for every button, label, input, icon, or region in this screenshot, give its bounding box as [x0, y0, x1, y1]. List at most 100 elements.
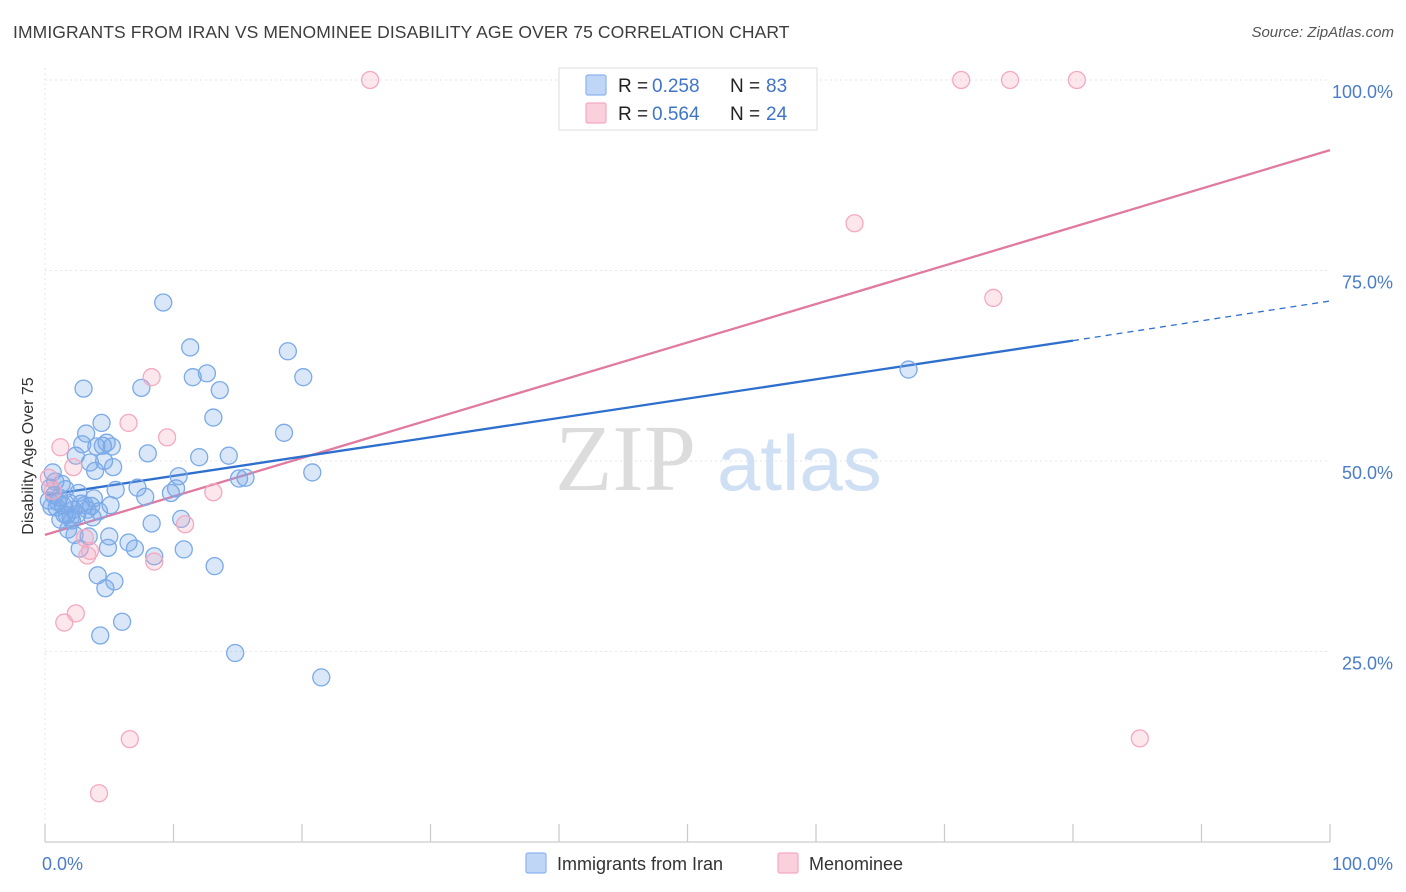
point-menominee: [952, 70, 971, 90]
stats-n-label-iran: N =: [730, 76, 760, 97]
point-iran: [278, 342, 298, 361]
point-iran: [274, 423, 294, 442]
point-menominee: [157, 428, 177, 447]
watermark-zip: ZIP: [555, 407, 696, 511]
stats-legend: R = 0.258 N = 83 R = 0.564 N = 24: [558, 67, 818, 131]
y-axis-tick-labels: 25.0% 50.0% 75.0% 100.0%: [1332, 82, 1393, 674]
point-iran: [125, 539, 145, 558]
point-iran: [100, 527, 119, 546]
point-menominee: [1130, 729, 1149, 748]
stats-r-value-iran: 0.258: [652, 76, 700, 97]
point-iran: [138, 444, 157, 463]
point-iran: [106, 480, 125, 500]
point-iran: [102, 437, 121, 456]
point-menominee: [360, 70, 380, 90]
point-menominee: [80, 541, 100, 561]
legend-label-menominee: Menominee: [809, 854, 903, 874]
watermark: ZIP atlas: [555, 407, 882, 511]
bottom-legend: Immigrants from Iran Menominee: [525, 852, 903, 874]
point-menominee: [175, 515, 195, 534]
point-iran: [73, 435, 92, 454]
point-iran: [236, 468, 255, 487]
point-iran: [204, 408, 223, 427]
point-menominee: [1067, 70, 1087, 90]
stats-n-label-menominee: N =: [730, 104, 760, 125]
point-iran: [128, 478, 147, 497]
point-iran: [190, 448, 209, 467]
point-iran: [312, 668, 331, 687]
point-iran: [65, 525, 84, 545]
point-iran: [145, 547, 164, 566]
stats-r-label-menominee: R =: [618, 104, 648, 125]
source-credit: Source: ZipAtlas.com: [1251, 24, 1394, 41]
point-menominee: [142, 368, 161, 387]
chart-title: IMMIGRANTS FROM IRAN VS MENOMINEE DISABI…: [13, 22, 790, 42]
point-iran: [91, 626, 110, 645]
point-iran: [105, 572, 124, 591]
point-iran: [101, 496, 120, 515]
point-iran: [142, 514, 161, 533]
y-tick-label: 75.0%: [1342, 273, 1393, 293]
stats-n-value-iran: 83: [766, 76, 787, 97]
stats-n-value-menominee: 24: [766, 104, 788, 125]
x-tick-label: 0.0%: [42, 854, 83, 874]
point-iran: [154, 293, 173, 312]
point-menominee: [66, 604, 85, 623]
stats-swatch-iran: [585, 74, 607, 96]
stats-r-label-iran: R =: [618, 76, 648, 97]
point-iran: [899, 360, 918, 379]
point-menominee: [119, 413, 138, 433]
point-menominee: [1000, 70, 1020, 90]
point-iran: [205, 557, 224, 576]
point-menominee: [51, 438, 70, 457]
point-iran: [174, 540, 193, 559]
point-iran: [226, 643, 245, 663]
point-iran: [87, 437, 106, 456]
point-iran: [181, 338, 200, 357]
point-iran: [67, 505, 87, 524]
y-tick-label: 100.0%: [1332, 82, 1393, 102]
gridlines: [44, 68, 1330, 842]
point-iran: [74, 379, 93, 398]
point-iran: [92, 413, 111, 433]
y-axis-label: Disability Age Over 75: [20, 377, 37, 535]
legend-swatch-iran: [525, 852, 547, 874]
point-menominee: [845, 214, 864, 233]
y-tick-label: 25.0%: [1342, 654, 1393, 674]
point-iran: [210, 380, 229, 400]
point-menominee: [120, 729, 139, 749]
point-iran: [303, 463, 322, 482]
point-menominee: [984, 288, 1003, 308]
y-tick-label: 50.0%: [1342, 463, 1393, 483]
x-axis-ticks: [44, 824, 1331, 842]
trend-line-iran-extension: [1072, 300, 1331, 342]
point-iran: [89, 502, 109, 521]
legend-swatch-menominee: [777, 852, 799, 874]
point-menominee: [89, 784, 109, 803]
trend-line-iran: [44, 339, 1074, 497]
stats-r-value-menominee: 0.564: [652, 104, 700, 125]
x-axis-tick-labels: 0.0% 100.0%: [42, 854, 1393, 874]
x-tick-label: 100.0%: [1332, 854, 1393, 874]
trend-line-menominee: [44, 149, 1331, 537]
point-iran: [169, 467, 188, 486]
scatter-points: [39, 70, 1149, 803]
trend-lines: [44, 149, 1331, 537]
point-iran: [229, 469, 249, 488]
point-iran: [76, 424, 96, 443]
point-menominee: [204, 483, 223, 502]
point-iran: [183, 368, 202, 387]
point-iran: [197, 364, 217, 383]
point-menominee: [64, 457, 83, 477]
point-iran: [136, 487, 155, 506]
point-iran: [294, 368, 313, 387]
legend-label-iran: Immigrants from Iran: [557, 854, 723, 874]
point-menominee: [43, 481, 62, 500]
point-iran: [103, 457, 123, 477]
point-iran: [219, 446, 238, 465]
stats-swatch-menominee: [585, 102, 607, 124]
point-menominee: [145, 552, 164, 571]
point-iran: [112, 612, 132, 631]
watermark-atlas: atlas: [717, 419, 882, 507]
